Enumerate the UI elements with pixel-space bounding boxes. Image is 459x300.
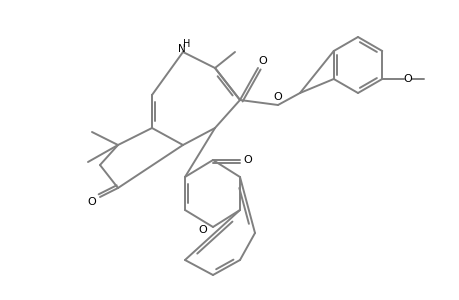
Text: O: O [243,155,252,165]
Text: O: O [258,56,267,66]
Text: H: H [183,39,190,49]
Text: N: N [178,44,185,54]
Text: O: O [273,92,282,102]
Text: O: O [403,74,412,84]
Text: O: O [198,225,207,235]
Text: O: O [87,197,96,207]
